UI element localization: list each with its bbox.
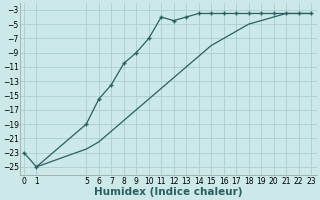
X-axis label: Humidex (Indice chaleur): Humidex (Indice chaleur) bbox=[94, 187, 243, 197]
